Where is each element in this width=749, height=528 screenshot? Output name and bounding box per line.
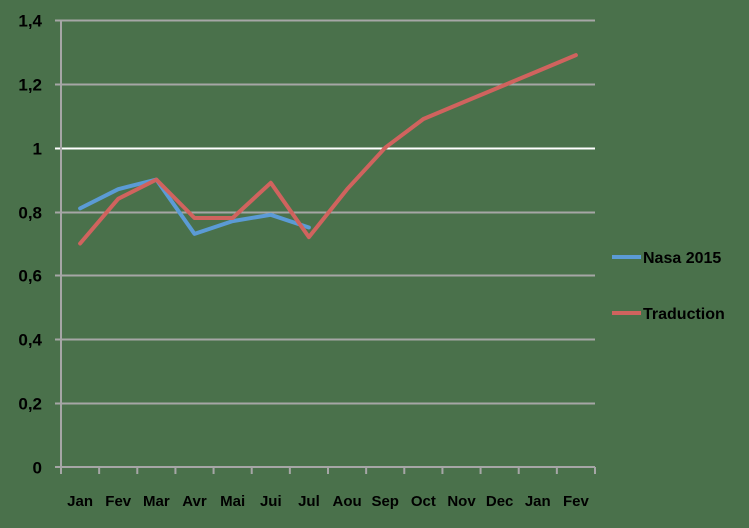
x-tick-label: Avr xyxy=(182,493,207,510)
y-tick-label: 1,4 xyxy=(18,12,42,31)
data-series xyxy=(78,53,578,246)
x-tick-label: Jul xyxy=(298,493,320,510)
y-tick-label: 0,6 xyxy=(18,267,42,286)
y-tick-label: 0 xyxy=(33,459,42,478)
legend-label: Nasa 2015 xyxy=(643,250,721,267)
y-tick-label: 1,2 xyxy=(18,76,42,95)
x-tick-label: Fev xyxy=(563,493,590,510)
x-tick-label: Aou xyxy=(332,493,361,510)
y-tick-label: 0,8 xyxy=(18,204,42,223)
y-axis-labels: 0 0,2 0,4 0,6 0,8 1 1,2 1,4 xyxy=(18,12,42,478)
x-tick-label: Jui xyxy=(260,493,282,510)
x-tick-label: Oct xyxy=(411,493,436,510)
x-tick-label: Sep xyxy=(371,493,399,510)
x-tick-label: Fev xyxy=(105,493,132,510)
x-tick-label: Nov xyxy=(447,493,476,510)
x-tick-label: Mar xyxy=(143,493,170,510)
axes xyxy=(55,20,596,474)
x-tick-label: Jan xyxy=(525,493,551,510)
legend: Nasa 2015 Traduction xyxy=(612,250,725,323)
x-tick-label: Jan xyxy=(67,493,93,510)
y-tick-label: 0,2 xyxy=(18,395,42,414)
x-tick-label: Dec xyxy=(486,493,514,510)
x-tick-label: Mai xyxy=(220,493,245,510)
series-line-traduction xyxy=(78,53,578,246)
legend-label: Traduction xyxy=(643,306,725,323)
x-axis-labels: Jan Fev Mar Avr Mai Jui Jul Aou Sep Oct Nov Dec Jan F… xyxy=(67,493,589,510)
gridlines xyxy=(55,19,595,405)
y-tick-label: 0,4 xyxy=(18,331,42,350)
series-line-nasa-2015 xyxy=(78,177,311,236)
y-tick-label: 1 xyxy=(33,140,42,159)
